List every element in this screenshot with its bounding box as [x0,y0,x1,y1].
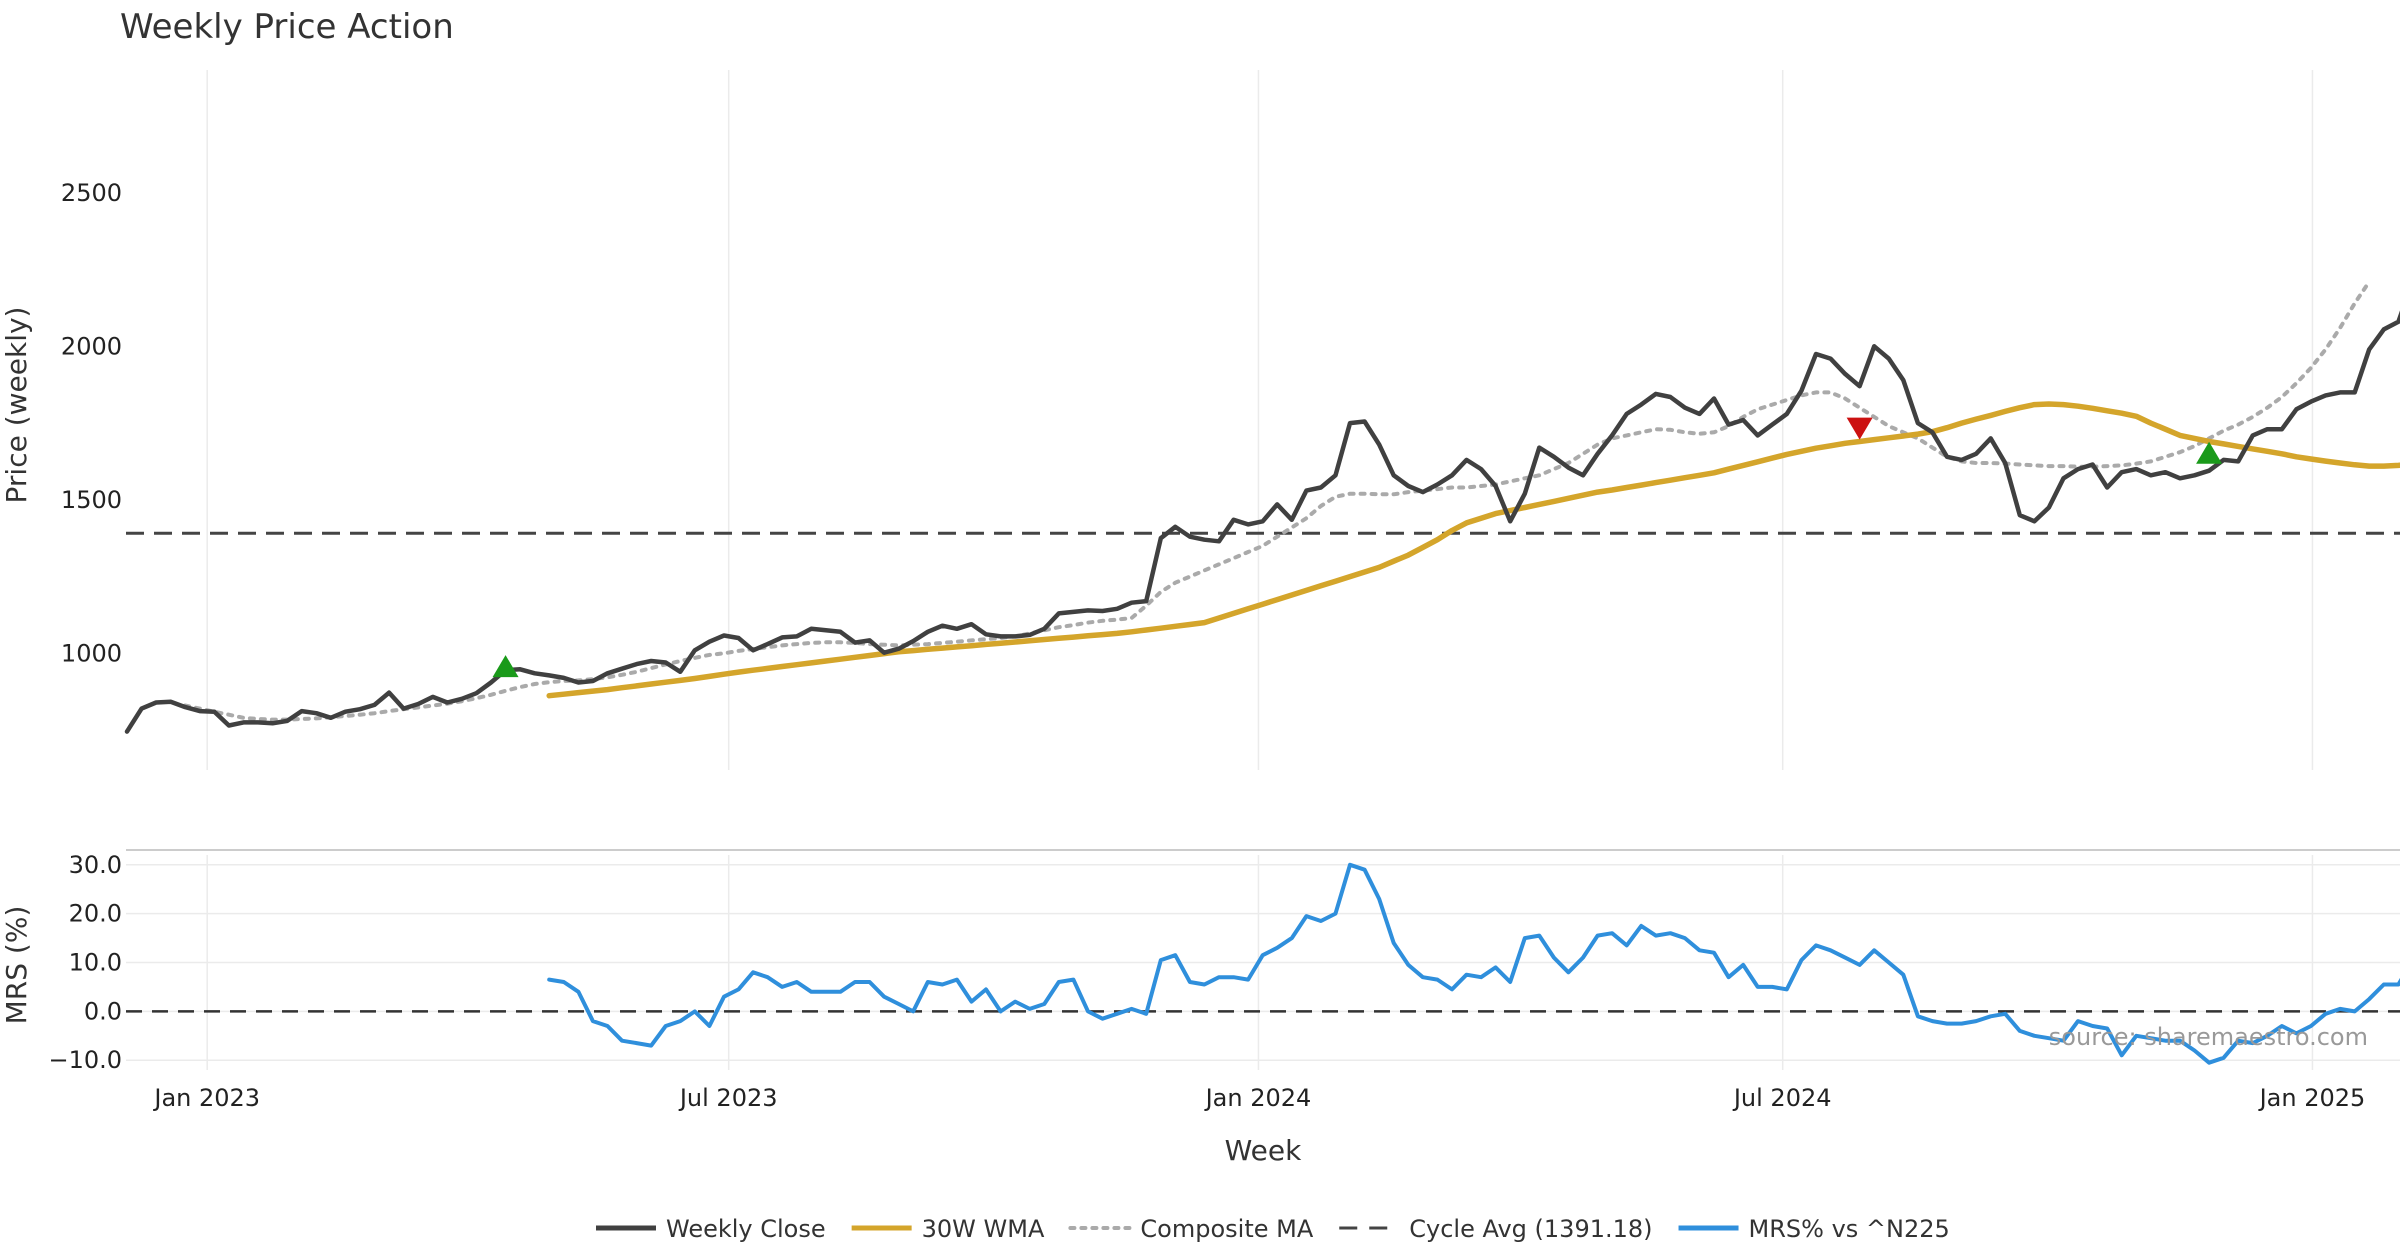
buy-signal-marker [492,655,519,678]
x-tick-label: Jan 2025 [2258,1084,2366,1112]
price-y-tick-label: 2000 [61,332,122,360]
mrs-y-ticks: 30.0 20.0 10.0 0.0 −10.0 [48,851,122,1074]
x-tick-label: Jul 2024 [1732,1084,1832,1112]
x-axis-label: Week [1225,1134,1302,1167]
chart-title: Weekly Price Action [120,7,454,47]
source-text: source: sharemaestro.com [2049,1023,2368,1051]
legend: Weekly Close 30W WMA Composite MA Cycle Avg… [596,1215,1950,1243]
price-grid [206,70,2314,770]
legend-item: Cycle Avg (1391.18) [1339,1215,1653,1243]
x-tick-label: Jul 2023 [678,1084,778,1112]
weekly-close-line [124,310,2400,734]
mrs-y-axis-label: MRS (%) [0,906,33,1025]
legend-label: 30W WMA [922,1215,1045,1243]
signal-markers [492,417,2223,678]
legend-item: Composite MA [1068,1215,1314,1243]
legend-label: Composite MA [1140,1215,1313,1243]
mrs-y-tick-label: 10.0 [69,949,122,977]
x-tick-label: Jan 2023 [152,1084,260,1112]
mrs-y-tick-label: 20.0 [69,900,122,928]
mrs-y-tick-label: 30.0 [69,851,122,879]
mrs-line [547,862,2400,1065]
legend-label: Weekly Close [666,1215,826,1243]
mrs-y-tick-label: −10.0 [48,1046,122,1074]
legend-item: 30W WMA [851,1215,1045,1243]
legend-item: MRS% vs ^N225 [1678,1215,1950,1243]
price-y-axis-label: Price (weekly) [0,307,33,504]
sell-signal-marker [1846,417,1873,440]
price-y-ticks: 1000 1500 2000 2500 [61,179,122,668]
buy-signal-marker [2196,441,2223,464]
price-y-tick-label: 2500 [61,179,122,207]
x-ticks: Jan 2023 Jul 2023 Jan 2024 Jul 2024 Jan 2025… [152,1084,2366,1112]
legend-item: Weekly Close [596,1215,826,1243]
x-tick-label: Jan 2024 [1204,1084,1312,1112]
legend-label: Cycle Avg (1391.18) [1409,1215,1652,1243]
legend-label: MRS% vs ^N225 [1749,1215,1950,1243]
price-y-tick-label: 1000 [61,639,122,667]
price-y-tick-label: 1500 [61,486,122,514]
composite-ma-line [183,279,2372,722]
mrs-y-tick-label: 0.0 [84,997,122,1025]
